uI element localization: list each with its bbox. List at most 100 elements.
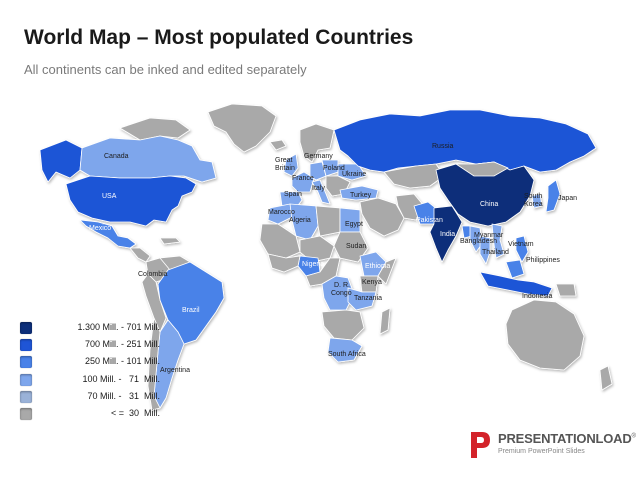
label-marocco: Marocco	[268, 209, 295, 216]
region-somalia	[377, 257, 397, 285]
country-madagascar	[379, 307, 391, 335]
country-myanmar	[469, 225, 483, 253]
label-nigeria: Nigeria	[302, 261, 324, 268]
legend: 1.300 Mill. - 701 Mill. 700 Mill. - 251 …	[20, 320, 160, 423]
country-usa	[65, 175, 197, 227]
country-iceland	[269, 139, 287, 151]
region-central-america	[129, 247, 151, 263]
region-kazakhstan	[383, 163, 445, 189]
country-greenland	[207, 103, 277, 153]
legend-swatch	[20, 322, 32, 334]
region-sahara	[259, 223, 301, 259]
label-south-africa: South Africa	[328, 351, 366, 358]
legend-item: 700 Mill. - 251 Mill.	[20, 337, 160, 354]
label-philippines: Philippines	[526, 257, 560, 264]
country-south-korea	[531, 193, 543, 209]
country-great-britain	[283, 153, 299, 177]
region-borneo	[505, 259, 525, 279]
legend-label: < = 30 Mill.	[110, 407, 160, 418]
label-kenya: Kenya	[362, 279, 382, 286]
label-china: China	[480, 201, 498, 208]
region-caribbean	[159, 237, 181, 245]
label-germany: Germany	[304, 153, 333, 160]
country-japan	[545, 179, 561, 213]
country-egypt	[339, 207, 361, 233]
legend-label: 250 Mill. - 101 Mill.	[84, 356, 160, 367]
label-dr-congo: D. R. Congo	[331, 282, 352, 297]
region-central-africa	[305, 257, 341, 287]
region-scandinavia	[299, 123, 335, 163]
country-thailand	[479, 235, 491, 265]
country-vietnam	[491, 223, 505, 259]
page-subtitle: All continents can be inked and edited s…	[24, 62, 307, 77]
country-philippines	[515, 235, 529, 263]
country-brazil	[157, 261, 225, 345]
label-great-britain: Great Britain	[275, 157, 295, 172]
country-chile	[147, 317, 161, 411]
country-canada	[79, 135, 217, 183]
label-vietnam: Vietnam	[508, 241, 534, 248]
legend-item: 70 Mill. - 31 Mill.	[20, 389, 160, 406]
legend-label: 100 Mill. - 71 Mill.	[82, 373, 160, 384]
legend-swatch	[20, 356, 32, 369]
legend-label: 700 Mill. - 251 Mill.	[84, 339, 160, 350]
legend-label: 70 Mill. - 31 Mill.	[87, 390, 160, 401]
legend-swatch	[20, 373, 32, 386]
country-spain	[279, 191, 303, 209]
presentationload-logo-icon	[471, 432, 490, 458]
label-mexico: Mexico	[89, 225, 111, 232]
country-russia	[333, 109, 597, 173]
legend-item: 100 Mill. - 71 Mill.	[20, 372, 160, 389]
region-libya	[315, 205, 341, 237]
label-indonesia: Indonesia	[522, 293, 552, 300]
legend-swatch	[20, 407, 32, 420]
legend-item: < = 30 Mill.	[20, 406, 160, 423]
country-south-africa	[327, 337, 363, 363]
label-argentina: Argentina	[160, 367, 190, 374]
label-pakistan: Pakistan	[416, 217, 443, 224]
country-india	[429, 205, 463, 263]
legend-label: 1.300 Mill. - 701 Mill.	[77, 322, 160, 332]
label-ukraine: Ukraine	[342, 171, 366, 178]
brand-logo: PRESENTATIONLOAD® Premium PowerPoint Sli…	[468, 428, 636, 464]
country-ukraine	[337, 163, 367, 181]
country-turkey	[339, 185, 379, 201]
label-spain: Spain	[284, 191, 302, 198]
country-tanzania	[347, 287, 377, 311]
legend-item: 1.300 Mill. - 701 Mill.	[20, 320, 160, 337]
country-australia	[505, 299, 585, 371]
country-new-zealand	[599, 365, 613, 391]
country-mongolia	[455, 161, 509, 177]
country-mexico	[79, 219, 137, 249]
page-title: World Map – Most populated Countries	[24, 26, 414, 49]
label-south-korea: South Korea	[524, 193, 543, 208]
brand-tagline: Premium PowerPoint Slides	[498, 448, 585, 455]
country-france	[291, 171, 315, 193]
region-southern-africa	[321, 309, 365, 341]
legend-swatch	[20, 339, 32, 352]
brand-name: PRESENTATIONLOAD®	[498, 431, 636, 446]
country-png	[555, 283, 577, 297]
label-france: France	[292, 175, 314, 182]
label-usa: USA	[102, 193, 117, 200]
label-japan: Japan	[558, 195, 577, 202]
label-thailand: Thailand	[482, 249, 509, 256]
label-russia: Russia	[432, 143, 454, 150]
legend-item: 250 Mill. - 101 Mill.	[20, 354, 160, 371]
label-algeria: Algeria	[289, 217, 311, 224]
label-italy: Italy	[312, 185, 325, 192]
label-brazil: Brazil	[182, 307, 200, 314]
country-alaska	[39, 139, 83, 183]
label-india: India	[440, 231, 455, 238]
legend-swatch	[20, 390, 32, 403]
country-marocco	[267, 203, 295, 225]
region-west-africa	[267, 253, 301, 273]
label-colombia: Colombia	[138, 271, 168, 278]
country-italy	[311, 179, 331, 205]
label-poland: Poland	[323, 165, 345, 172]
label-ethiopia: Ethiopia	[365, 263, 390, 270]
label-egypt: Egypt	[345, 221, 363, 228]
country-germany	[309, 161, 327, 181]
label-bangladesh: Bangladesh	[460, 238, 497, 245]
